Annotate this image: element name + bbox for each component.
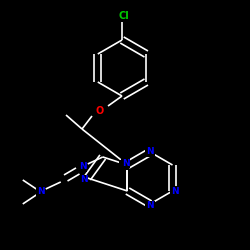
- Text: N: N: [122, 158, 129, 168]
- Text: N: N: [171, 186, 178, 196]
- Text: N: N: [146, 202, 154, 210]
- Text: N: N: [80, 176, 87, 184]
- Text: O: O: [96, 106, 104, 116]
- Text: N: N: [37, 188, 44, 196]
- Text: N: N: [146, 148, 154, 156]
- Text: N: N: [79, 162, 86, 172]
- Text: N: N: [120, 160, 127, 170]
- Text: Cl: Cl: [119, 11, 130, 21]
